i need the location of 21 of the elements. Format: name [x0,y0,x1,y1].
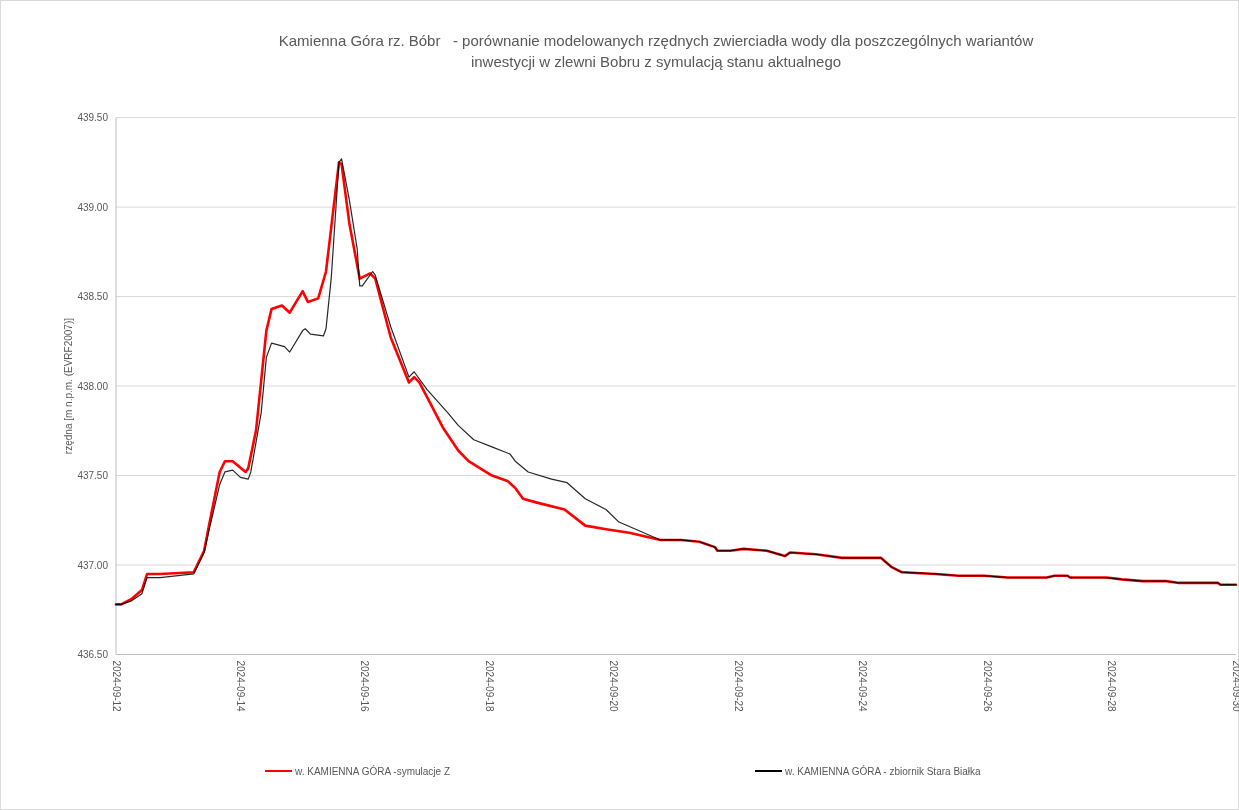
x-tick-label: 2024-09-20 [608,660,620,713]
x-tick-label: 2024-09-26 [981,660,993,713]
x-tick-label: 2024-09-22 [732,660,744,713]
y-tick-label: 438.00 [77,380,109,392]
y-tick-label: 438.50 [77,291,109,303]
legend-label: w. KAMIENNA GÓRA - zbiornik Stara Białka [784,764,982,777]
y-axis-title: rzędna [m n.p.m. (EVRF2007)] [63,317,74,455]
x-tick-label: 2024-09-30 [1230,660,1239,713]
x-tick-label: 2024-09-28 [1106,660,1118,713]
x-tick-label: 2024-09-18 [483,660,495,713]
y-tick-label: 439.50 [77,112,109,124]
y-tick-label: 439.00 [77,201,109,213]
x-tick-label: 2024-09-16 [359,660,371,713]
chart-title: Kamienna Góra rz. Bóbr - porównanie modelowanych rzędnych zwierciadła wody dla poszczególnych wariantów inwestycji w zlewni Bobru z symulacją stanu aktualnego [278,32,1034,70]
y-tick-label: 437.50 [77,470,109,482]
legend-label: w. KAMIENNA GÓRA -symulacje Z [294,764,451,777]
x-tick-label: 2024-09-24 [857,660,869,713]
y-tick-label: 436.50 [77,649,109,660]
x-tick-label: 2024-09-12 [110,660,122,713]
y-tick-label: 437.00 [77,559,109,571]
x-tick-label: 2024-09-14 [234,660,246,713]
